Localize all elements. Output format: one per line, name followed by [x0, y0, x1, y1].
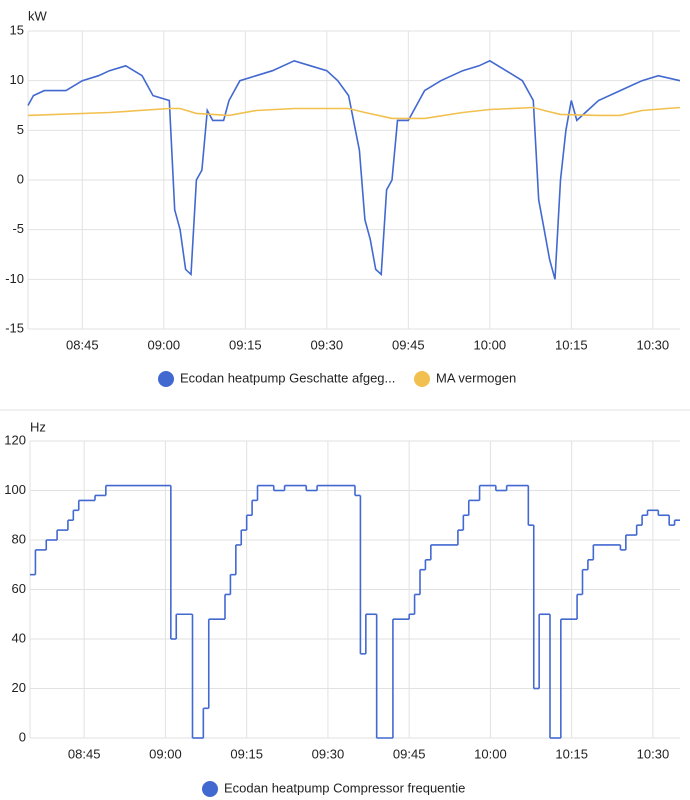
y-tick-label: 120: [4, 432, 26, 447]
y-unit: kW: [28, 8, 48, 23]
y-tick-label: 0: [17, 171, 24, 186]
y-tick-label: 80: [12, 531, 26, 546]
x-tick-label: 10:00: [474, 337, 507, 352]
x-tick-label: 09:15: [230, 746, 263, 761]
legend-swatch[interactable]: [202, 781, 218, 797]
x-tick-label: 09:00: [149, 746, 182, 761]
x-tick-label: 09:30: [312, 746, 345, 761]
y-tick-label: 60: [12, 581, 26, 596]
x-tick-label: 08:45: [66, 337, 99, 352]
series-line: [27, 106, 681, 120]
legend-swatch[interactable]: [414, 371, 430, 387]
y-unit: Hz: [30, 419, 46, 434]
x-tick-label: 10:00: [474, 746, 507, 761]
y-tick-label: -15: [5, 320, 24, 335]
y-tick-label: 20: [12, 680, 26, 695]
legend-label[interactable]: Ecodan heatpump Compressor frequentie: [224, 780, 465, 795]
series-line: [27, 59, 681, 280]
legend-swatch[interactable]: [158, 371, 174, 387]
y-tick-label: 15: [10, 22, 24, 37]
legend-label[interactable]: MA vermogen: [436, 370, 516, 385]
x-tick-label: 09:15: [229, 337, 262, 352]
legend-label[interactable]: Ecodan heatpump Geschatte afgeg...: [180, 370, 395, 385]
y-tick-label: 40: [12, 630, 26, 645]
y-tick-label: -5: [12, 221, 24, 236]
y-tick-label: 10: [10, 72, 24, 87]
y-tick-label: -10: [5, 271, 24, 286]
x-tick-label: 08:45: [68, 746, 101, 761]
x-tick-label: 09:00: [148, 337, 181, 352]
y-tick-label: 5: [17, 122, 24, 137]
x-tick-label: 09:30: [311, 337, 344, 352]
y-tick-label: 100: [4, 482, 26, 497]
x-tick-label: 10:15: [555, 337, 588, 352]
x-tick-label: 09:45: [392, 337, 425, 352]
x-tick-label: 09:45: [393, 746, 426, 761]
y-tick-label: 0: [19, 729, 26, 744]
x-tick-label: 10:30: [637, 746, 670, 761]
x-tick-label: 10:15: [555, 746, 588, 761]
x-tick-label: 10:30: [637, 337, 670, 352]
